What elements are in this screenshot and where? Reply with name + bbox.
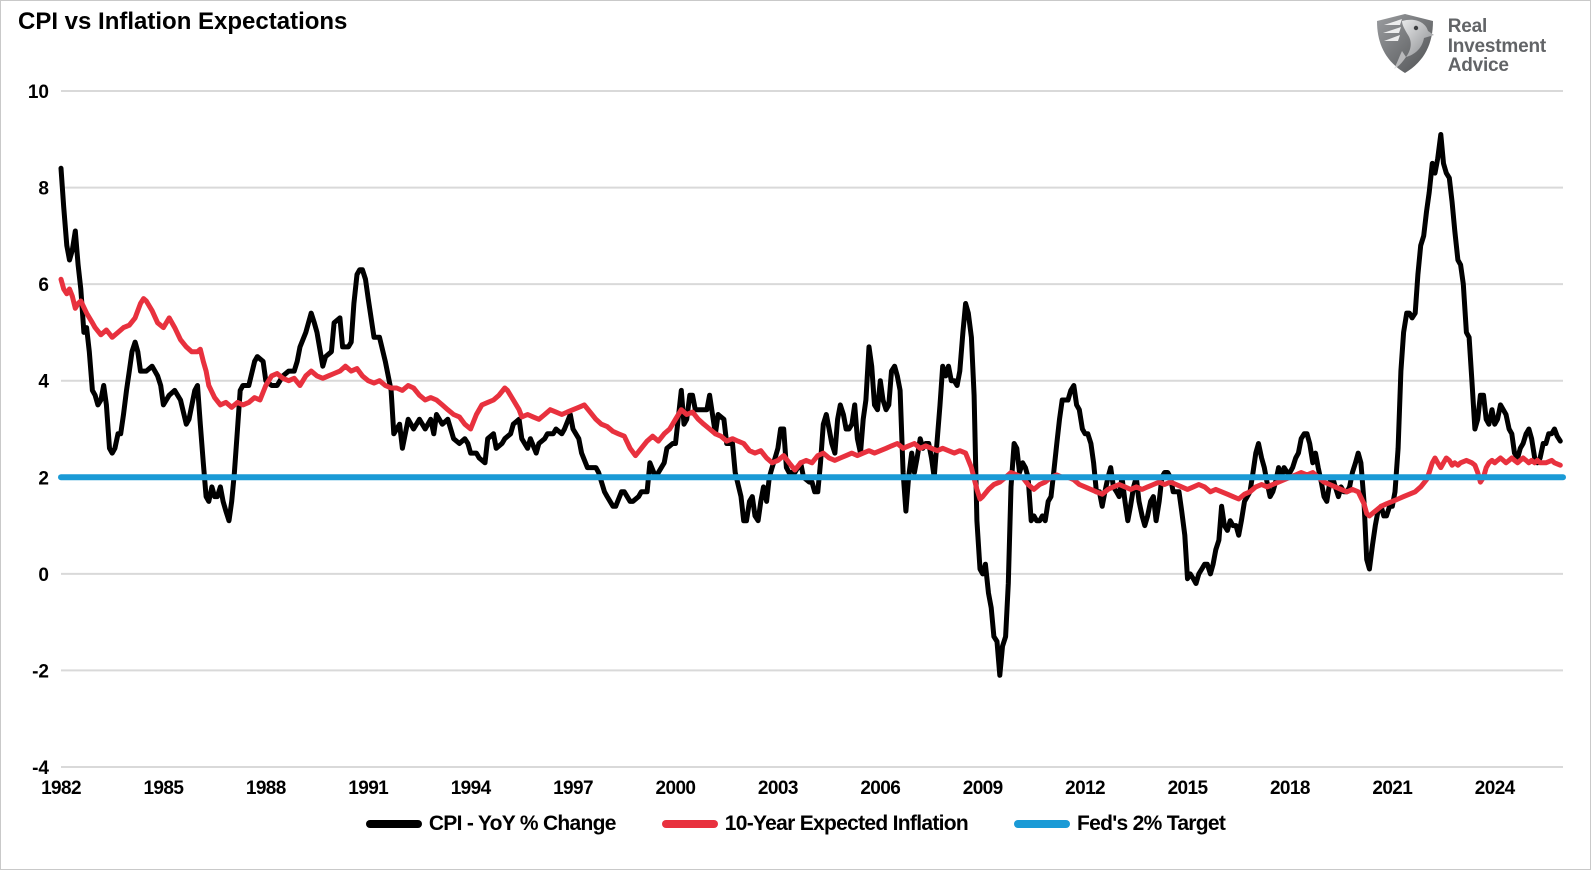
legend-item-cpi-yoy-change: CPI - YoY % Change [365,812,617,836]
y-tick-label: 10 [28,82,49,103]
x-tick-label: 2018 [1270,778,1310,799]
legend-line-swatch-icon [1014,820,1071,828]
x-tick-label: 1997 [553,778,593,799]
x-tick-label: 2024 [1475,778,1516,799]
brand-logo-text: Real Investment Advice [1447,16,1547,77]
x-tick-label: 1985 [143,778,184,799]
x-tick-label: 1982 [41,778,81,799]
x-tick-label: 2015 [1168,778,1209,799]
page-title: CPI vs Inflation Expectations [18,8,348,35]
brand-word-investment: Investment [1447,35,1547,57]
y-tick-label: 4 [38,372,49,393]
x-tick-label: 2003 [758,778,798,799]
legend-line-swatch-icon [661,820,718,828]
legend-label: CPI - YoY % Change [428,812,617,835]
legend-item-fed-s-2-target: Fed's 2% Target [1014,812,1226,836]
y-tick-label: 8 [38,179,49,200]
y-tick-label: 2 [38,468,49,489]
y-tick-label: -4 [32,758,49,779]
y-tick-label: 0 [38,565,49,586]
eagle-shield-icon [1372,11,1438,82]
legend-item-10-year-expected-inflation: 10-Year Expected Inflation [661,812,969,836]
legend-line-swatch-icon [365,820,422,828]
legend-label: Fed's 2% Target [1077,812,1226,835]
x-tick-label: 1991 [348,778,389,799]
brand-logo: Real Investment Advice [1372,11,1546,82]
series-line-10-year-expected-inflation [58,276,1563,519]
y-tick-label: 6 [38,275,49,296]
y-tick-label: -2 [32,661,49,682]
x-tick-label: 1994 [451,778,492,799]
legend-label: 10-Year Expected Inflation [724,812,969,835]
x-tick-label: 2000 [656,778,696,799]
chart-legend: CPI - YoY % Change 10-Year Expected Infla… [1,812,1590,836]
series-line-cpi-yoy-change [58,132,1563,678]
x-tick-label: 2021 [1372,778,1413,799]
brand-word-advice: Advice [1447,55,1509,77]
brand-word-real: Real [1447,16,1488,38]
x-tick-label: 2006 [860,778,900,799]
x-tick-label: 2009 [963,778,1003,799]
x-tick-label: 1988 [246,778,286,799]
x-tick-label: 2012 [1065,778,1105,799]
